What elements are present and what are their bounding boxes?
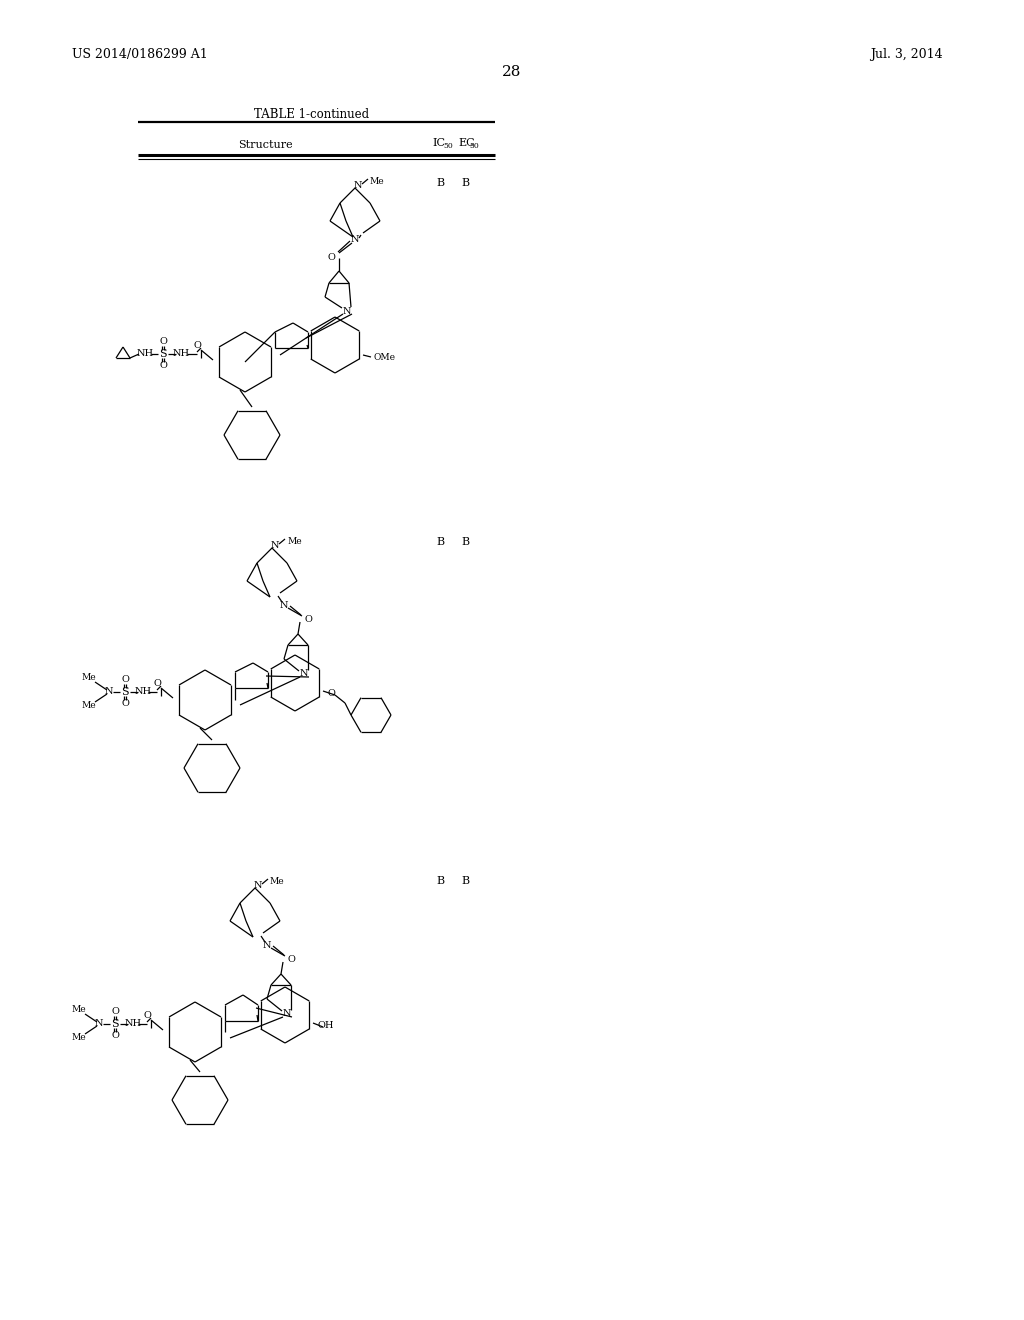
Text: EC: EC [458,139,475,148]
Text: B: B [436,178,444,187]
Text: S: S [159,348,167,359]
Text: Me: Me [72,1034,86,1043]
Text: OMe: OMe [373,352,395,362]
Text: Me: Me [72,1006,86,1015]
Text: OH: OH [318,1020,335,1030]
Text: O: O [121,676,129,685]
Text: O: O [159,362,167,371]
Text: N: N [353,181,362,190]
Text: N: N [270,540,280,549]
Text: NH: NH [125,1019,141,1028]
Text: N: N [283,1010,291,1019]
Text: N: N [254,880,262,890]
Text: Me: Me [270,876,285,886]
Text: N: N [95,1019,103,1028]
Text: O: O [153,680,161,689]
Text: N: N [104,688,114,697]
Text: Jul. 3, 2014: Jul. 3, 2014 [870,48,943,61]
Text: NH: NH [172,350,189,359]
Text: S: S [121,686,129,697]
Text: N: N [343,306,351,315]
Text: 50: 50 [443,143,453,150]
Text: B: B [461,537,469,546]
Text: O: O [194,342,201,351]
Text: B: B [461,178,469,187]
Text: Me: Me [82,673,96,682]
Text: B: B [461,876,469,886]
Text: B: B [436,537,444,546]
Text: N: N [280,601,288,610]
Text: 28: 28 [503,65,521,79]
Text: O: O [111,1007,119,1016]
Text: S: S [112,1019,119,1030]
Text: N: N [300,669,308,678]
Text: Me: Me [370,177,385,186]
Text: O: O [287,954,295,964]
Text: O: O [121,700,129,709]
Text: O: O [304,615,312,623]
Text: N: N [263,940,271,949]
Text: Me: Me [82,701,96,710]
Text: N: N [351,235,359,244]
Text: US 2014/0186299 A1: US 2014/0186299 A1 [72,48,208,61]
Text: 50: 50 [469,143,479,150]
Text: Me: Me [287,537,302,546]
Text: O: O [327,252,335,261]
Text: O: O [328,689,336,697]
Text: B: B [436,876,444,886]
Text: O: O [159,338,167,346]
Text: NH: NH [134,688,152,697]
Text: TABLE 1-continued: TABLE 1-continued [254,108,370,121]
Text: O: O [111,1031,119,1040]
Text: IC: IC [432,139,445,148]
Text: Structure: Structure [238,140,292,150]
Text: NH: NH [136,350,154,359]
Text: O: O [143,1011,151,1020]
